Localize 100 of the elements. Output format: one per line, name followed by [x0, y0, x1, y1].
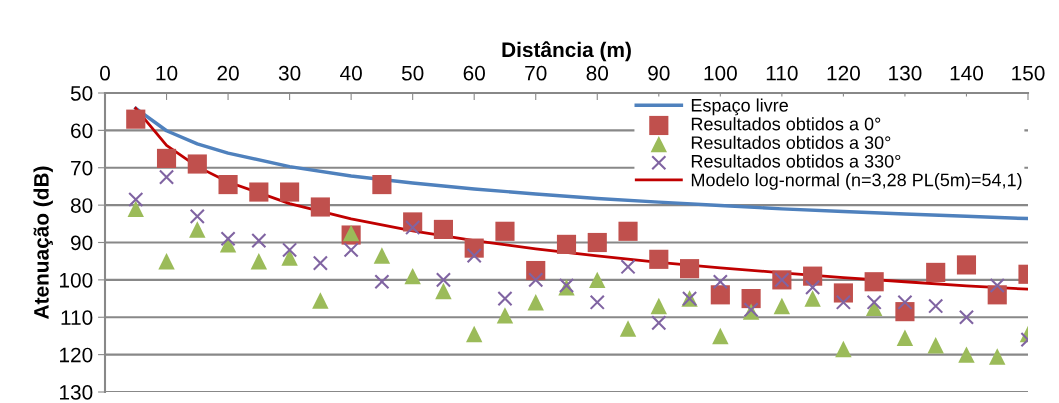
point	[649, 249, 669, 269]
x-tick-label: 20	[217, 65, 239, 81]
point	[189, 208, 205, 224]
x-tick-label: 70	[525, 65, 547, 81]
y-axis-title: Atenuação (dB)	[33, 166, 53, 319]
point	[958, 346, 975, 363]
y-tick-label: 110	[61, 310, 93, 325]
point	[158, 169, 175, 185]
y-tick-label: 130	[60, 385, 93, 400]
point	[281, 242, 298, 258]
point	[220, 231, 236, 247]
point	[589, 294, 605, 310]
x-tick-label: 50	[401, 65, 424, 81]
point	[187, 154, 207, 174]
legend-label: Espaço livre	[691, 98, 788, 116]
point	[465, 325, 483, 343]
point	[805, 279, 821, 295]
x-tick-label: 100	[704, 65, 737, 81]
point	[435, 282, 452, 300]
point	[373, 247, 391, 264]
x-tick-label: 60	[463, 65, 485, 81]
point	[158, 252, 175, 270]
legend-label: Resultados obtidos a 0°	[691, 117, 881, 131]
point	[312, 292, 329, 309]
point	[589, 271, 606, 289]
y-tick-label: 70	[71, 160, 93, 176]
point	[433, 219, 454, 239]
point	[712, 274, 728, 290]
legend-label: Modelo log-normal (n=3,28 PL(5m)=54,1)	[691, 173, 1022, 190]
point	[249, 182, 269, 202]
x-tick-label: 150	[1012, 65, 1045, 81]
point	[928, 298, 944, 314]
point	[587, 232, 607, 253]
point	[495, 221, 515, 241]
point	[280, 182, 300, 202]
point	[527, 294, 544, 311]
point	[556, 234, 577, 254]
point	[989, 348, 1006, 365]
point	[773, 297, 791, 315]
point	[989, 277, 1005, 294]
point	[710, 285, 730, 305]
y-tick-label: 50	[70, 86, 93, 101]
point	[864, 272, 884, 292]
point	[958, 309, 975, 325]
point	[312, 255, 328, 271]
point	[618, 221, 638, 241]
x-tick-label: 130	[889, 65, 922, 81]
point	[343, 242, 359, 258]
x-tick-label: 120	[827, 65, 860, 81]
point	[126, 109, 146, 129]
y-tick-label: 120	[60, 347, 93, 363]
x-tick-label: 10	[156, 65, 178, 81]
x-tick-label: 80	[586, 65, 609, 81]
point	[927, 337, 944, 354]
point	[250, 252, 268, 270]
point	[496, 307, 514, 324]
point	[189, 221, 206, 238]
point	[251, 233, 267, 249]
point	[127, 200, 144, 218]
point	[804, 290, 821, 307]
point	[128, 191, 144, 208]
point	[651, 315, 667, 331]
x-tick-label: 140	[950, 65, 984, 81]
point	[620, 259, 636, 275]
point	[926, 262, 946, 282]
x-tick-label: 0	[100, 65, 110, 81]
point	[310, 197, 330, 217]
point	[712, 327, 729, 345]
x-tick-label: 90	[648, 65, 670, 81]
point	[956, 255, 977, 275]
x-axis-title: Distância (m)	[502, 41, 631, 62]
x-tick-label: 110	[766, 65, 798, 81]
legend-label: Resultados obtidos a 330°	[691, 154, 901, 168]
x-tick-label: 30	[278, 65, 301, 81]
point	[835, 340, 852, 358]
point	[528, 272, 544, 288]
point	[896, 329, 914, 347]
point	[895, 302, 915, 322]
point	[405, 219, 421, 236]
point	[466, 247, 482, 264]
legend-label: Resultados obtidos a 30°	[691, 135, 891, 150]
y-tick-label: 90	[71, 235, 93, 251]
point	[372, 175, 392, 195]
y-tick-label: 100	[60, 272, 93, 288]
x-tick-label: 40	[340, 65, 362, 81]
point	[404, 267, 421, 285]
y-tick-label: 60	[71, 123, 93, 139]
point	[803, 266, 823, 286]
point	[281, 249, 298, 266]
point	[218, 175, 238, 195]
point	[619, 320, 637, 337]
point	[497, 290, 513, 307]
point	[156, 148, 177, 168]
point	[650, 297, 668, 315]
point	[679, 259, 700, 279]
point	[374, 274, 390, 290]
y-tick-label: 80	[70, 198, 93, 213]
point	[866, 294, 882, 310]
point	[897, 294, 913, 310]
point	[835, 294, 852, 310]
